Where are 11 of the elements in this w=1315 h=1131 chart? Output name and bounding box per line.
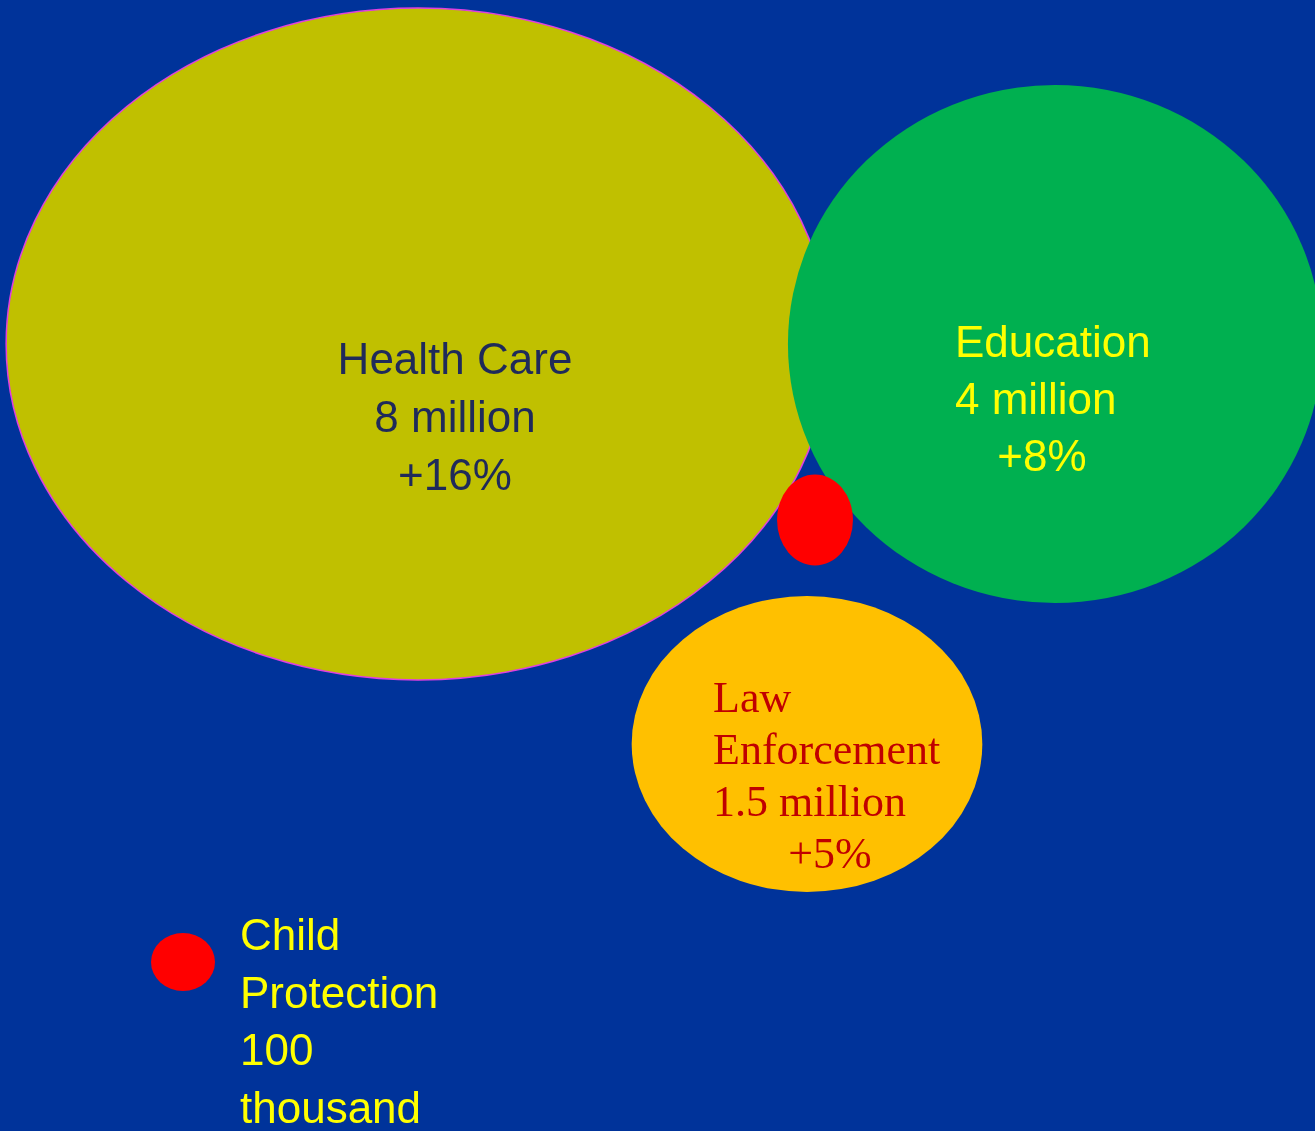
data-label: 4 million (955, 374, 1117, 423)
category-label: Education (955, 317, 1151, 366)
category-label: Law Enforcement (713, 673, 941, 774)
text: +16% (398, 450, 512, 499)
category-label: Child Protection (240, 910, 439, 1017)
data-label: 8 million (374, 392, 536, 441)
data-label: 1.5 million (713, 777, 907, 826)
data-label: 100 thousand (240, 1025, 422, 1131)
text: +5% (788, 829, 872, 878)
category-label: Health Care (337, 334, 573, 383)
text: +8% (997, 431, 1087, 480)
